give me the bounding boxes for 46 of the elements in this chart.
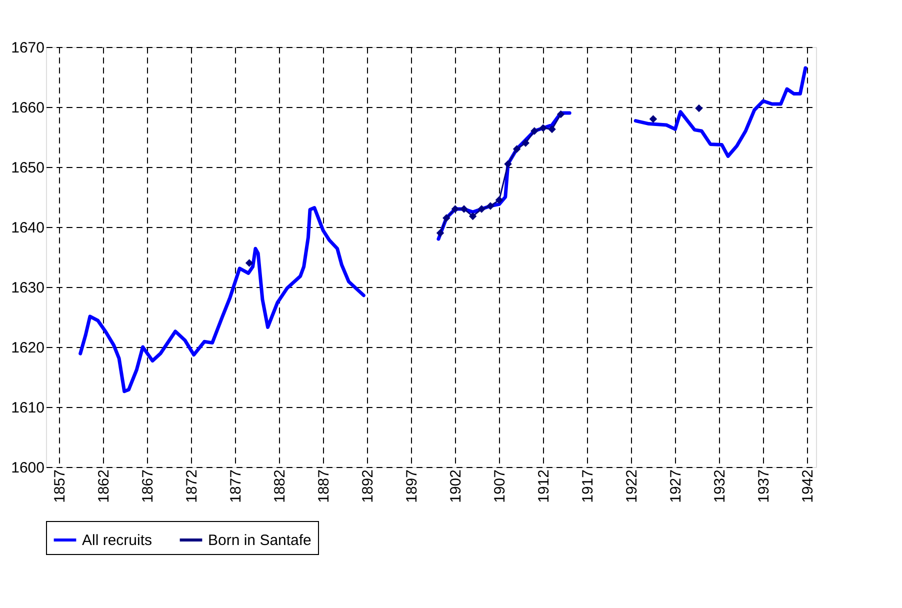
y-tick-label: 1630 <box>11 280 44 296</box>
point <box>548 125 556 134</box>
x-tick-label: 1867 <box>140 470 157 503</box>
y-tick-label: 1670 <box>11 40 44 56</box>
point <box>478 205 486 213</box>
x-tick-label: 1877 <box>228 470 245 503</box>
point <box>486 202 494 210</box>
x-tick-label: 1862 <box>96 470 113 503</box>
legend-label: All recruits <box>82 532 152 549</box>
legend-label: Born in Santafe <box>208 532 312 549</box>
x-tick-label: 1932 <box>712 470 729 503</box>
point <box>512 145 521 153</box>
x-tick-label: 1902 <box>448 470 465 503</box>
x-tick-label: 1857 <box>52 470 69 503</box>
y-tick-label: 1650 <box>11 160 44 176</box>
y-tick-label: 1660 <box>11 100 44 116</box>
point <box>436 229 444 237</box>
x-tick-label: 1927 <box>668 470 685 503</box>
y-tick-label: 1640 <box>11 220 44 236</box>
point <box>539 124 548 132</box>
x-tick-label: 1897 <box>404 470 421 503</box>
point <box>530 127 538 135</box>
x-tick-label: 1882 <box>272 470 289 503</box>
y-tick-label: 1600 <box>11 460 44 476</box>
point <box>556 110 565 118</box>
point <box>504 160 512 168</box>
x-tick-label: 1917 <box>580 470 597 503</box>
point <box>245 259 254 267</box>
point <box>649 115 658 123</box>
y-tick-label: 1610 <box>11 400 44 416</box>
point <box>695 104 703 112</box>
x-tick-label: 1907 <box>492 470 509 503</box>
x-tick-label: 1937 <box>756 470 773 503</box>
point <box>451 205 460 213</box>
point <box>442 214 450 222</box>
x-tick-label: 1892 <box>360 470 377 503</box>
x-tick-label: 1942 <box>800 470 817 503</box>
x-tick-label: 1872 <box>184 470 201 503</box>
point <box>495 196 504 204</box>
x-tick-label: 1887 <box>316 470 333 503</box>
y-tick-label: 1620 <box>11 340 44 356</box>
point <box>460 205 468 213</box>
point <box>468 212 477 220</box>
point <box>522 139 530 147</box>
x-tick-label: 1912 <box>536 470 553 503</box>
x-tick-label: 1922 <box>624 470 641 503</box>
